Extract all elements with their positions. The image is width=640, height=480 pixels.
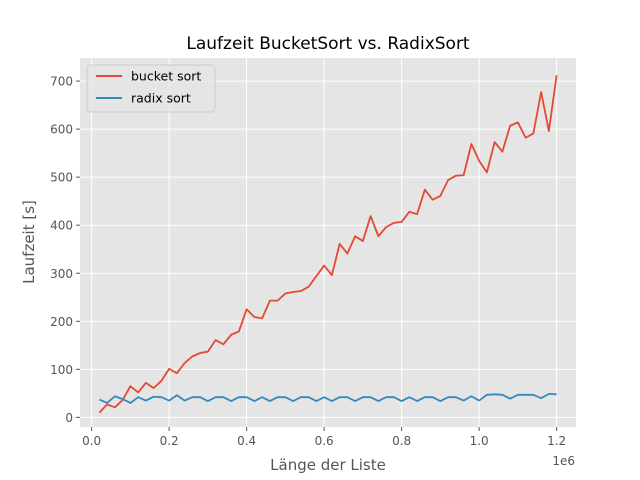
series-group — [98, 75, 558, 414]
legend-label-bucket-sort: bucket sort — [131, 69, 201, 84]
y-tick-label: 100 — [50, 363, 73, 377]
x-tick-label: 1.0 — [470, 434, 489, 448]
legend-label-radix-sort: radix sort — [131, 91, 191, 106]
x-tick-label: 0.2 — [160, 434, 179, 448]
plot-area — [80, 58, 576, 427]
y-tick-label: 400 — [50, 219, 73, 233]
y-axis-label: Laufzeit [s] — [20, 200, 38, 284]
x-tick-label: 0.6 — [315, 434, 334, 448]
grid-lines — [80, 58, 576, 427]
x-axis-offset-label: 1e6 — [552, 454, 575, 468]
x-tick-label: 1.2 — [547, 434, 566, 448]
chart-title: Laufzeit BucketSort vs. RadixSort — [186, 34, 470, 54]
axis-ticks: 0.0 0.2 0.4 0.6 0.8 1.0 1.2 0 100 200 300 400 500 600… — [50, 75, 566, 448]
x-tick-label: 0.0 — [82, 434, 101, 448]
y-tick-label: 0 — [65, 411, 73, 425]
y-tick-label: 500 — [50, 171, 73, 185]
y-tick-label: 200 — [50, 315, 73, 329]
series-line-radix-sort — [99, 392, 557, 404]
x-axis-label: Länge der Liste — [270, 456, 386, 474]
x-tick-label: 0.4 — [237, 434, 256, 448]
legend: bucket sort radix sort — [86, 64, 216, 113]
y-tick-label: 700 — [50, 75, 73, 89]
x-tick-label: 0.8 — [392, 434, 411, 448]
y-tick-label: 300 — [50, 267, 73, 281]
series-line-bucket-sort — [98, 75, 558, 414]
y-tick-label: 600 — [50, 123, 73, 137]
